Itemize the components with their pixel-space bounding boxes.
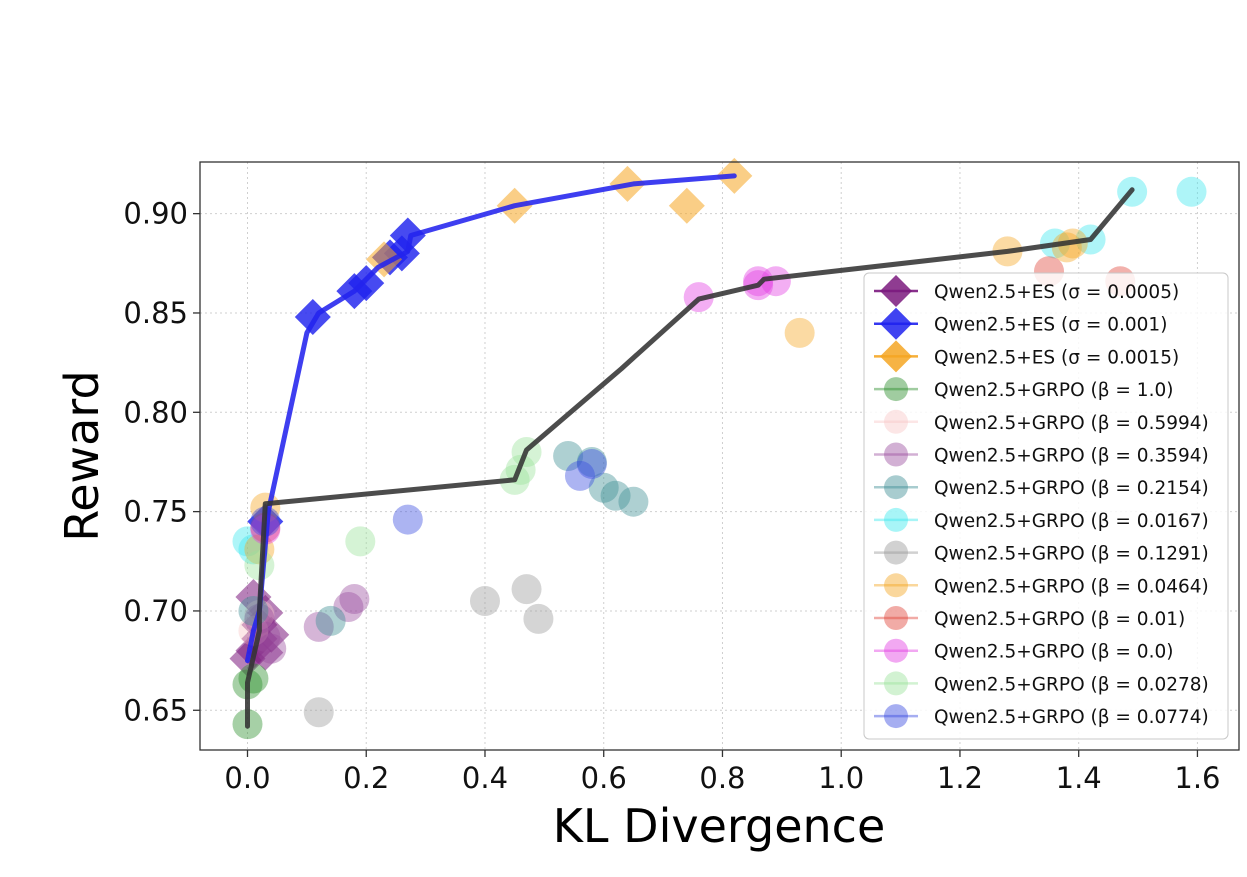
legend-label: Qwen2.5+GRPO (β = 0.0167)	[934, 511, 1209, 532]
circle-marker-icon	[884, 704, 908, 729]
data-point	[232, 526, 263, 557]
x-tick-label: 1.4	[1056, 761, 1102, 795]
data-point	[303, 611, 334, 642]
x-axis: 0.0 0.2 0.4 0.6 0.8 1.0 1.2 1.4 1.6	[224, 750, 1221, 795]
data-point	[244, 550, 275, 581]
legend-box	[863, 272, 1229, 740]
circle-marker-icon	[884, 573, 908, 598]
legend-label: Qwen2.5+GRPO (β = 0.0774)	[934, 707, 1209, 728]
legend-entry: Qwen2.5+GRPO (β = 0.0464)	[874, 573, 1209, 598]
circle-marker-icon	[884, 606, 908, 630]
data-point	[238, 663, 269, 694]
legend-entry: Qwen2.5+GRPO (β = 0.0774)	[874, 704, 1209, 729]
legend-entry: Qwen2.5+ES (σ = 0.0005)	[874, 275, 1179, 307]
legend-label: Qwen2.5+GRPO (β = 0.0278)	[934, 674, 1209, 695]
data-point	[1176, 176, 1207, 207]
circle-marker-icon	[884, 377, 908, 402]
circle-marker-icon	[884, 409, 908, 434]
x-tick-label: 0.0	[224, 761, 270, 795]
legend-label: Qwen2.5+ES (σ = 0.0015)	[934, 347, 1179, 368]
y-tick-label: 0.80	[123, 395, 188, 429]
data-point	[469, 586, 500, 617]
data-point	[588, 472, 619, 503]
circle-marker-icon	[884, 638, 908, 663]
data-point	[235, 579, 272, 616]
data-point	[238, 595, 269, 626]
legend-entry: Qwen2.5+GRPO (β = 0.1291)	[874, 540, 1209, 565]
data-point	[668, 187, 705, 224]
x-tick-label: 1.2	[937, 761, 983, 795]
data-point	[392, 504, 423, 535]
data-point	[600, 480, 631, 511]
legend-entry: Qwen2.5+GRPO (β = 0.0278)	[874, 671, 1209, 696]
y-axis: 0.65 0.70 0.75 0.80 0.85 0.90	[123, 197, 200, 727]
y-tick-label: 0.85	[123, 296, 188, 330]
circle-marker-icon	[884, 442, 908, 467]
data-point	[511, 574, 542, 605]
y-tick-label: 0.90	[123, 197, 188, 231]
legend-entry: Qwen2.5+GRPO (β = 0.2154)	[874, 475, 1209, 500]
x-tick-label: 0.8	[699, 761, 745, 795]
y-tick-label: 0.75	[123, 495, 188, 529]
data-point	[294, 298, 331, 335]
legend-entry: Qwen2.5+GRPO (β = 0.0)	[874, 638, 1173, 663]
x-axis-title: KL Divergence	[553, 799, 886, 853]
data-point	[348, 265, 385, 302]
legend-label: Qwen2.5+GRPO (β = 0.0464)	[934, 576, 1209, 597]
circle-marker-icon	[884, 507, 908, 532]
data-point	[339, 584, 370, 615]
legend-entry: Qwen2.5+ES (σ = 0.001)	[874, 307, 1167, 340]
x-tick-label: 0.4	[462, 761, 508, 795]
diamond-marker-icon	[880, 340, 912, 373]
legend-entry: Qwen2.5+GRPO (β = 1.0)	[874, 377, 1173, 402]
legend-label: Qwen2.5+GRPO (β = 0.3594)	[934, 446, 1209, 467]
legend-entry: Qwen2.5+GRPO (β = 0.0167)	[874, 507, 1209, 532]
data-point	[576, 446, 607, 477]
legend-entry: Qwen2.5+GRPO (β = 0.5994)	[874, 409, 1209, 434]
data-point	[784, 317, 815, 348]
y-tick-label: 0.70	[123, 594, 188, 628]
x-tick-label: 1.0	[818, 761, 864, 795]
legend: Qwen2.5+ES (σ = 0.0005) Qwen2.5+ES (σ = 0…	[863, 272, 1229, 740]
y-tick-label: 0.65	[123, 693, 188, 727]
data-point	[576, 448, 607, 479]
x-tick-label: 0.6	[581, 761, 627, 795]
diamond-marker-icon	[880, 275, 912, 307]
legend-label: Qwen2.5+GRPO (β = 0.1291)	[934, 544, 1209, 565]
legend-label: Qwen2.5+GRPO (β = 0.01)	[934, 609, 1185, 630]
data-point	[564, 460, 595, 491]
circle-marker-icon	[884, 540, 908, 565]
legend-entry: Qwen2.5+GRPO (β = 0.01)	[874, 606, 1185, 630]
y-axis-title: Reward	[55, 370, 109, 541]
data-point	[760, 266, 791, 297]
plot-area	[229, 157, 1207, 740]
legend-entry: Qwen2.5+ES (σ = 0.0015)	[874, 340, 1179, 373]
grpo-frontier-line	[245, 187, 1135, 729]
data-point	[345, 526, 376, 557]
data-point	[247, 594, 284, 631]
diamond-marker-icon	[880, 307, 912, 340]
data-point	[256, 633, 287, 664]
legend-label: Qwen2.5+GRPO (β = 0.5994)	[934, 413, 1209, 434]
legend-label: Qwen2.5+ES (σ = 0.0005)	[934, 282, 1179, 303]
data-point	[618, 486, 649, 517]
data-point	[303, 697, 334, 728]
legend-label: Qwen2.5+ES (σ = 0.001)	[934, 315, 1167, 336]
plot-frame	[199, 161, 1240, 751]
data-point	[523, 603, 554, 634]
circle-marker-icon	[884, 671, 908, 696]
data-point	[389, 217, 426, 254]
circle-marker-icon	[884, 475, 908, 500]
data-point	[315, 605, 346, 636]
legend-entry: Qwen2.5+GRPO (β = 0.3594)	[874, 442, 1209, 467]
legend-label: Qwen2.5+GRPO (β = 0.0)	[934, 642, 1173, 663]
data-point	[333, 591, 364, 622]
legend-label: Qwen2.5+GRPO (β = 1.0)	[934, 380, 1173, 401]
legend-label: Qwen2.5+GRPO (β = 0.2154)	[934, 478, 1209, 499]
x-tick-label: 1.6	[1174, 761, 1220, 795]
x-tick-label: 0.2	[343, 761, 389, 795]
data-point	[553, 441, 584, 471]
